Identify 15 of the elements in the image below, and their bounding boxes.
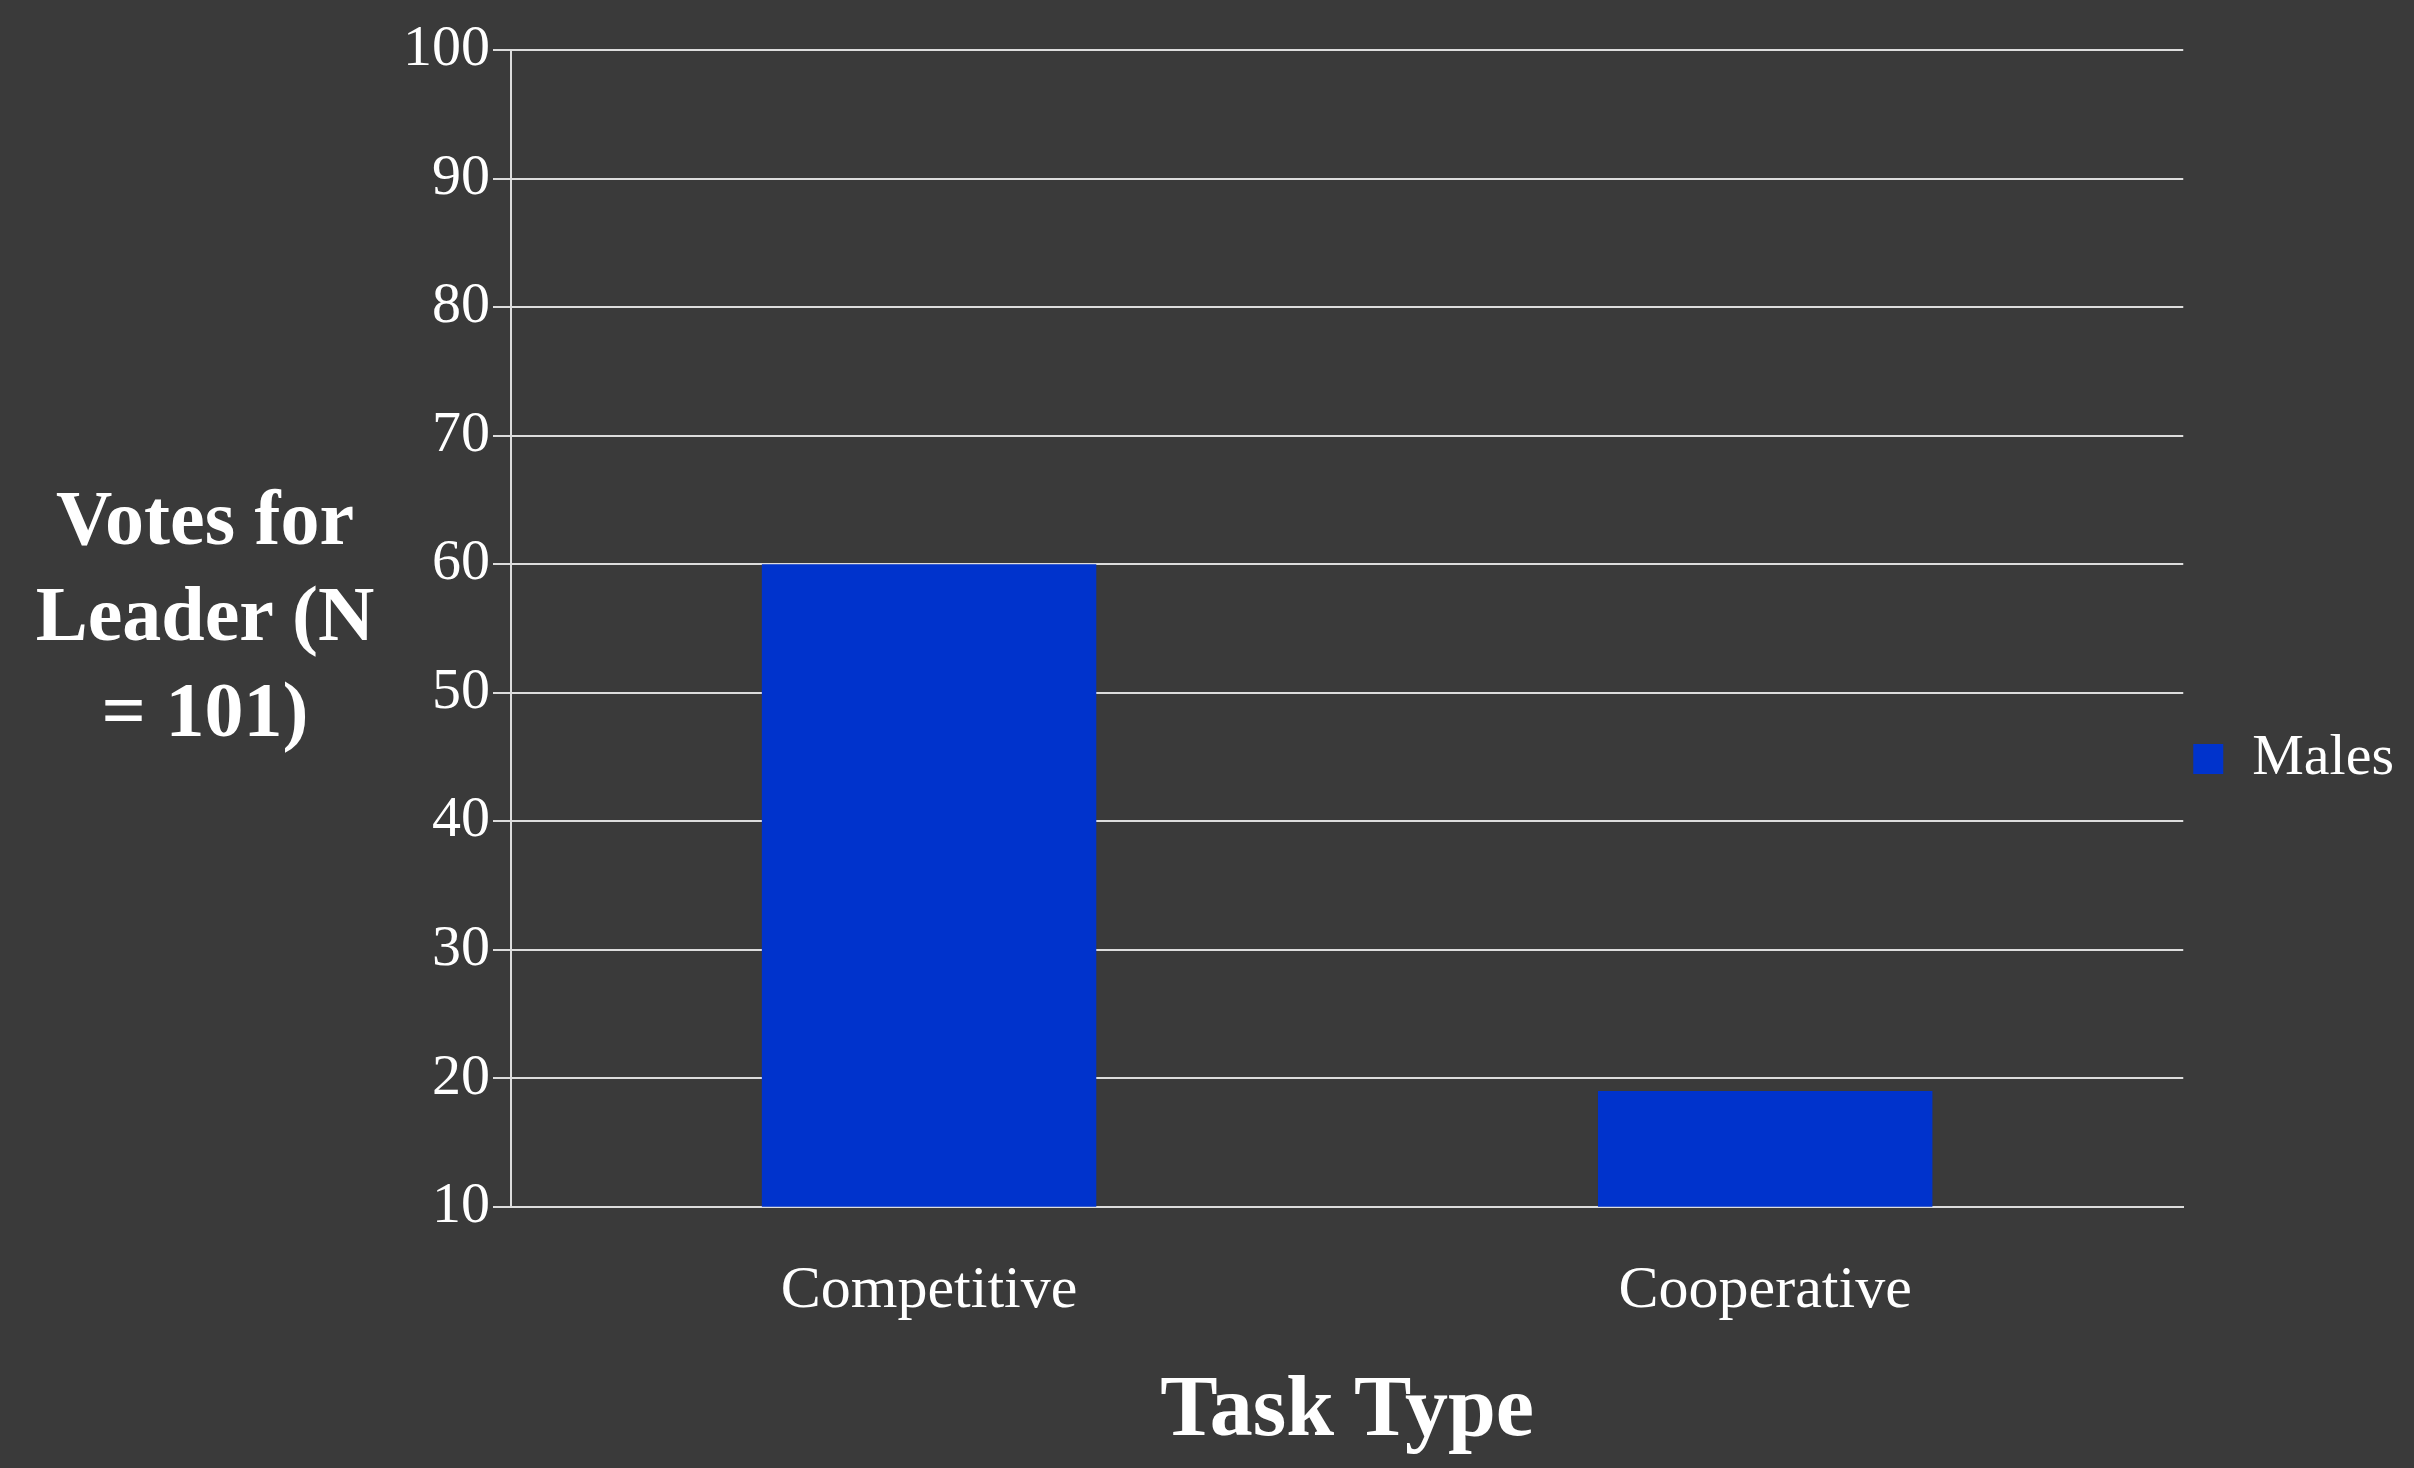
y-tick-label: 70	[432, 398, 490, 464]
legend-label: Males	[2252, 722, 2395, 788]
y-tick-label: 100	[403, 13, 490, 79]
y-tick-label: 10	[432, 1170, 490, 1236]
y-tick-label: 20	[432, 1041, 490, 1107]
y-tick-label: 50	[432, 655, 490, 721]
y-tick-label: 90	[432, 141, 490, 207]
x-axis-title: Task Type	[1160, 1357, 1534, 1454]
y-tick-label: 60	[432, 527, 490, 593]
x-tick-label: Cooperative	[1618, 1253, 1912, 1320]
y-tick-label: 80	[432, 270, 490, 336]
y-tick-label: 30	[432, 912, 490, 978]
x-tick-label: Competitive	[780, 1253, 1078, 1320]
y-axis-title: Votes for Leader (N = 101)	[34, 473, 376, 755]
y-tick-label: 40	[432, 784, 490, 850]
